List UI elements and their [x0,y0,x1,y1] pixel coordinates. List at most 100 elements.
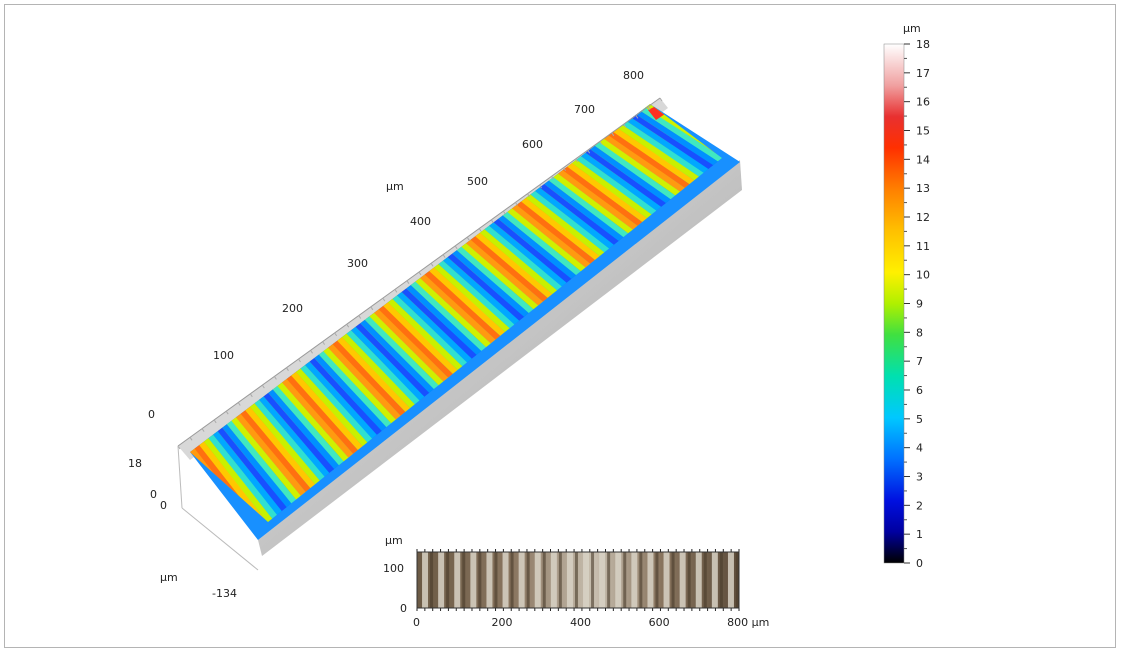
surface-color-strip [240,410,316,499]
x-axis-tick-mark [370,306,374,311]
surface-color-strip [599,138,692,204]
optical-thumbnail: µm 100 0 0 200 400 600 800 µm [383,534,769,629]
surface-color-strip [410,281,495,359]
thumbnail-stripe [647,552,654,608]
surface-color-strip [608,131,702,197]
x-axis-tick-mark [502,210,506,215]
x-tick-label: 100 [213,349,234,362]
thumbnail-shadow [687,552,691,608]
thumbnail-shadow [655,552,659,608]
x-axis-tick-mark [418,271,422,276]
surface-color-strip [208,434,283,522]
thumbnail-shadow [542,552,546,608]
surface-color-strip [305,361,384,446]
x-axis-tick-mark [310,350,313,354]
surface-color-strip [498,215,586,287]
surface-color-strip [286,375,365,461]
x-axis-tick-mark [406,280,410,284]
colorbar-tick-label: 16 [916,96,930,109]
x-axis-tick-mark [382,297,386,302]
thumbnail-x-tick-label: 800 µm [727,616,769,629]
surface-color-strip [213,431,287,522]
surface-color-strip [364,316,446,397]
surface-color-strip [420,274,504,351]
thumbnail-stripe [583,552,590,608]
thumbnail-x-tick-label: 600 [649,616,670,629]
x-axis-tick-mark [647,106,651,110]
surface-color-strip [571,159,663,227]
thumbnail-shadow [639,552,643,608]
thumbnail-x-tick-label: 0 [413,616,420,629]
colorbar-tick-label: 3 [916,471,923,484]
surface-color-strip [318,351,398,435]
surface-color-strip [613,128,707,193]
surface-color-strip [484,225,572,299]
x-axis-tick-mark [201,428,205,432]
surface-color-strip [341,333,422,416]
surface-color-strip [259,396,336,484]
surface-color-strip [272,385,350,472]
colorbar-tick-label: 2 [916,499,923,512]
surface-color-strip [401,288,485,367]
thumbnail-shadow [510,552,514,608]
x-axis-tick-mark [334,332,338,337]
colorbar-tick-label: 17 [916,67,930,80]
thumbnail-stripe [470,552,477,608]
colorbar-tick-label: 10 [916,269,930,282]
surface-color-strip [525,194,615,265]
x-tick-label: 300 [347,257,368,270]
x-axis-tick-mark [659,97,663,102]
surface-color-strip [314,354,393,438]
surface-color-strip [254,399,331,488]
surface-color-strip [323,347,403,431]
x-axis-tick-mark [551,176,554,180]
thumbnail-stripe [534,552,541,608]
x-axis-tick-mark [286,367,289,371]
x-axis-tick-mark [358,315,362,319]
colorbar-gradient [883,43,905,564]
thumbnail-stripe [566,552,573,608]
surface-color-strip [581,152,673,219]
x-tick-label-0: 0 [148,408,155,421]
surface-color-strip [590,145,683,212]
surface-color-strip [355,323,437,404]
surface-color-strip [263,392,340,480]
thumbnail-stripe [502,552,509,608]
surface-color-strip [594,142,687,208]
front-wall [258,160,742,556]
surface-color-strip [249,403,326,491]
colorbar-tick-label: 5 [916,413,923,426]
surface-color-strip [631,114,722,178]
surface-color-strip [567,163,659,231]
colorbar-tick-label: 15 [916,125,930,138]
x-axis-tick-mark [478,228,482,232]
thumbnail-stripe [422,552,429,608]
colorbar-unit: µm [903,22,921,35]
x-tick-label: 600 [522,138,543,151]
x-axis-tick-mark [611,132,615,137]
surface-color-strip [291,371,369,457]
surface-color-strip [447,253,533,329]
surface-color-strip [328,344,408,427]
surface-color-strip [466,239,553,314]
x-axis-tick-mark [623,123,627,128]
colorbar-tick-label: 18 [916,38,930,51]
thumbnail-x-tick-label: 200 [492,616,513,629]
x-axis-tick-mark [225,410,229,415]
surface-color-strip [387,298,471,378]
x-axis-tick-mark [189,437,193,441]
surface-color-strip [456,246,543,321]
colorbar-tick-label: 14 [916,153,930,166]
surface-color-strip [226,420,302,510]
z-tick-label: 0 [150,488,157,501]
colorbar-tick-label: 12 [916,211,930,224]
surface-color-strip [277,382,355,469]
surface-color-strip [406,284,490,363]
surface-color-strip [332,340,413,423]
surface-color-strip [512,204,601,276]
y-axis-unit: µm [160,571,178,584]
surface-color-strip [507,208,596,280]
x-tick-label: 500 [467,175,488,188]
thumbnail-shadow [558,552,562,608]
